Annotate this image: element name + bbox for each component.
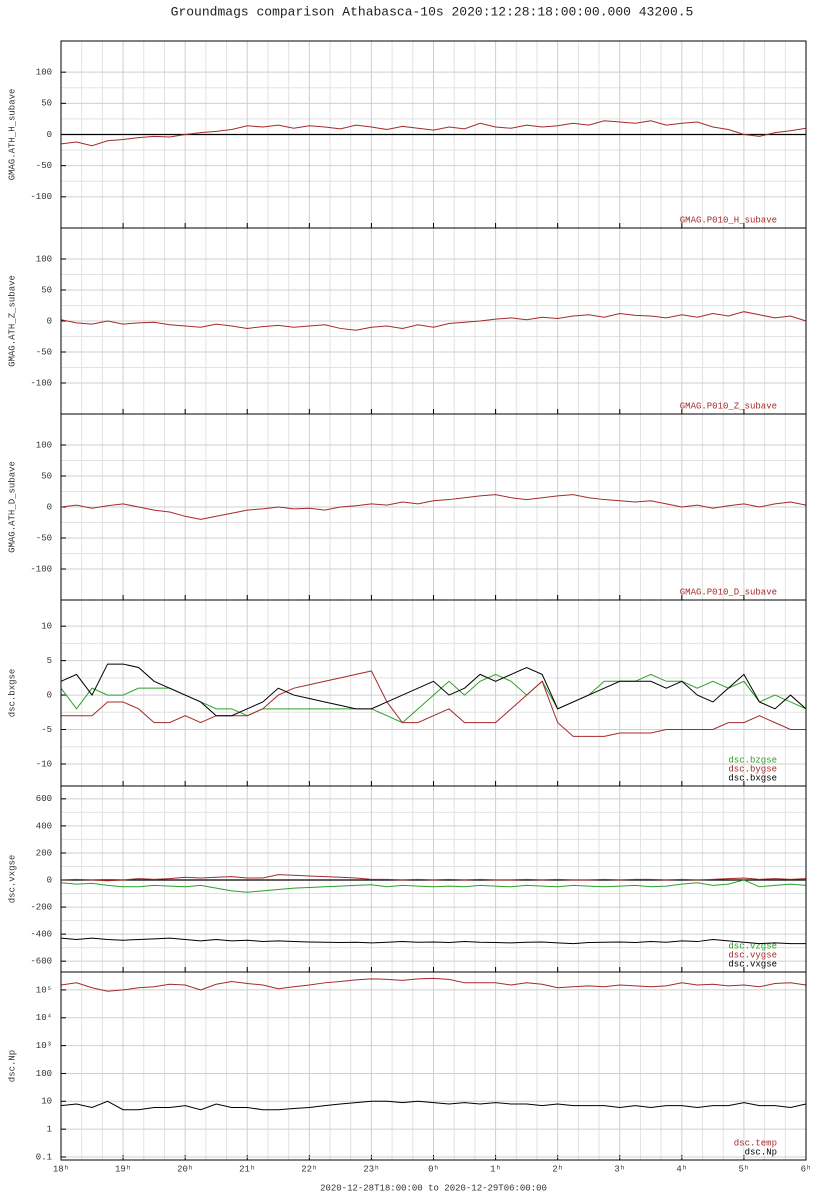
y-tick-label: -10 <box>36 759 52 769</box>
x-tick-label: 19ʰ <box>115 1164 131 1174</box>
legend-label: dsc.vygse <box>728 950 777 960</box>
y-tick-label: -100 <box>30 378 52 388</box>
y-tick-label: -200 <box>30 902 52 912</box>
series-line <box>60 120 807 147</box>
y-tick-label: -100 <box>30 192 52 202</box>
y-tick-label: 50 <box>41 285 52 295</box>
x-tick-label: 2ʰ <box>552 1164 563 1174</box>
series-line <box>60 874 807 882</box>
y-tick-label: 50 <box>41 99 52 109</box>
x-tick-label: 1ʰ <box>490 1164 501 1174</box>
y-tick-label: 10 <box>41 622 52 632</box>
x-tick-label: 21ʰ <box>239 1164 255 1174</box>
y-tick-label: 100 <box>36 1069 52 1079</box>
y-tick-label: 10⁴ <box>36 1012 52 1023</box>
y-tick-label: 0.1 <box>36 1152 52 1162</box>
legend-label: dsc.bygse <box>728 764 777 774</box>
y-tick-label: 0 <box>47 690 52 700</box>
y-axis-label: dsc.vxgse <box>7 855 17 904</box>
y-tick-label: -50 <box>36 533 52 543</box>
y-axis-label: GMAG.ATH_D_subave <box>7 461 17 553</box>
x-tick-label: 0ʰ <box>428 1164 439 1174</box>
y-tick-label: 1 <box>47 1125 52 1135</box>
y-tick-label: -50 <box>36 161 52 171</box>
series-line <box>61 670 806 737</box>
y-tick-label: -5 <box>41 725 52 735</box>
y-tick-label: 0 <box>47 130 52 140</box>
chart-title: Groundmags comparison Athabasca-10s 2020… <box>171 4 694 19</box>
series-line <box>60 663 807 717</box>
x-tick-label: 20ʰ <box>177 1164 193 1174</box>
series-line <box>60 937 806 945</box>
legend-label: dsc.Np <box>745 1147 777 1157</box>
y-tick-label: -400 <box>30 929 52 939</box>
y-axis-label: dsc.bxgse <box>7 669 17 718</box>
y-tick-label: 10³ <box>36 1041 52 1051</box>
y-axis-label: GMAG.ATH_Z_subave <box>7 275 17 367</box>
x-tick-label: 22ʰ <box>301 1164 317 1174</box>
legend-label: dsc.temp <box>734 1138 777 1148</box>
x-axis-label: 2020-12-28T18:00:00 to 2020-12-29T06:00:… <box>320 1183 547 1193</box>
y-tick-label: 10 <box>41 1097 52 1107</box>
series-line <box>60 977 807 992</box>
legend-label: dsc.bzgse <box>728 755 777 765</box>
y-tick-label: -100 <box>30 564 52 574</box>
y-tick-label: 200 <box>36 848 52 858</box>
legend-label: GMAG.P010_D_subave <box>680 587 777 597</box>
y-tick-label: 600 <box>36 794 52 804</box>
y-tick-label: -600 <box>30 957 52 967</box>
series-line <box>60 1100 807 1111</box>
y-axis-label: dsc.Np <box>7 1050 17 1082</box>
x-tick-label: 3ʰ <box>614 1164 625 1174</box>
series-line <box>60 494 807 520</box>
y-tick-label: 100 <box>36 440 52 450</box>
legend-label: dsc.bxgse <box>728 773 777 783</box>
y-tick-label: -50 <box>36 347 52 357</box>
x-tick-label: 5ʰ <box>739 1164 750 1174</box>
series-line <box>60 879 807 893</box>
y-tick-label: 400 <box>36 821 52 831</box>
legend-label: GMAG.P010_H_subave <box>680 215 777 225</box>
y-tick-label: 0 <box>47 316 52 326</box>
plot-frame <box>60 971 807 1161</box>
y-tick-label: 100 <box>36 68 52 78</box>
x-tick-label: 4ʰ <box>676 1164 687 1174</box>
y-tick-label: 100 <box>36 254 52 264</box>
y-tick-label: 50 <box>41 471 52 481</box>
y-tick-label: 0 <box>47 875 52 885</box>
x-tick-label: 18ʰ <box>53 1164 69 1174</box>
y-tick-label: 10⁵ <box>36 985 52 995</box>
x-tick-label: 23ʰ <box>363 1164 379 1174</box>
y-tick-label: 0 <box>47 502 52 512</box>
series-line <box>60 311 807 331</box>
y-axis-label: GMAG.ATH_H_subave <box>7 89 17 181</box>
legend-label: GMAG.P010_Z_subave <box>680 401 777 411</box>
legend-label: dsc.vxgse <box>728 959 777 969</box>
x-tick-label: 6ʰ <box>801 1164 812 1174</box>
y-tick-label: 5 <box>47 656 52 666</box>
legend-label: dsc.vzgse <box>728 941 777 951</box>
